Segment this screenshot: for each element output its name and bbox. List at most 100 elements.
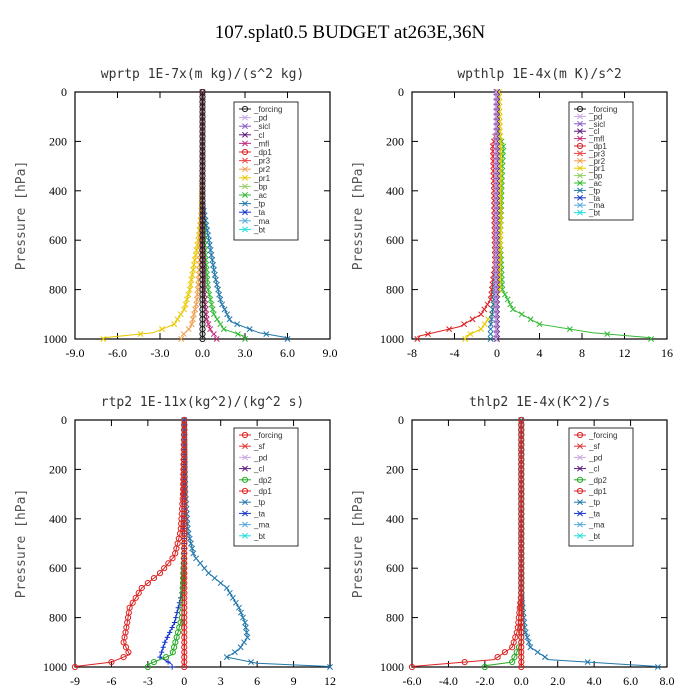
legend-label: _pr3 bbox=[588, 149, 606, 158]
y-tick-label: 0 bbox=[61, 85, 67, 99]
data-point bbox=[492, 89, 499, 95]
data-point bbox=[524, 634, 531, 641]
data-point bbox=[122, 644, 130, 651]
legend-label: _sf bbox=[253, 442, 265, 451]
y-tick-label: 600 bbox=[386, 233, 404, 247]
data-point bbox=[189, 545, 196, 552]
data-point bbox=[492, 202, 499, 209]
data-point bbox=[327, 664, 333, 670]
data-point bbox=[244, 634, 251, 641]
chart-title-thlp2: thlp2 1E-4x(K^2)/s bbox=[469, 395, 610, 410]
data-point bbox=[181, 306, 188, 313]
data-point bbox=[159, 326, 165, 333]
series-wprtp_pr1 bbox=[100, 89, 206, 342]
data-point bbox=[534, 649, 541, 656]
series-thlp2_dp1 bbox=[408, 416, 525, 671]
chart-wprtp: wprtp 1E-7x(m kg)/(s^2 kg) Pressure [hPa]… bbox=[14, 67, 338, 360]
data-point bbox=[478, 311, 485, 318]
data-point bbox=[223, 585, 230, 591]
legend-box bbox=[568, 427, 634, 547]
legend-label: _pr1 bbox=[253, 174, 271, 183]
data-point bbox=[492, 217, 499, 224]
legend-label: _sicl bbox=[588, 120, 605, 129]
legend-label: _dp1 bbox=[253, 148, 272, 157]
data-point bbox=[494, 222, 500, 229]
legend-wprtp: _forcing_pd_sicl_cl_mfl_dp1_pr3_pr2_pr1_… bbox=[233, 101, 299, 241]
data-point bbox=[240, 614, 246, 621]
x-tick-label: 9.0 bbox=[323, 346, 338, 360]
x-tick-label: 6.0 bbox=[280, 346, 295, 360]
data-point bbox=[190, 266, 197, 273]
data-point bbox=[492, 291, 499, 298]
data-point bbox=[160, 644, 166, 650]
data-point bbox=[243, 629, 250, 636]
data-point bbox=[494, 286, 500, 293]
data-point bbox=[654, 664, 661, 670]
legend-label: _forcing bbox=[253, 105, 282, 114]
data-point bbox=[199, 335, 206, 343]
data-point bbox=[215, 286, 222, 293]
chart-thlp2: thlp2 1E-4x(K^2)/s Pressure [hPa] -6.0 -4.0… bbox=[351, 395, 675, 688]
data-point bbox=[212, 276, 219, 283]
data-point bbox=[205, 321, 212, 328]
data-point bbox=[509, 306, 516, 313]
series-rtp2_ta bbox=[157, 417, 187, 670]
y-tick-label: 400 bbox=[49, 184, 67, 198]
data-point bbox=[492, 252, 499, 258]
data-point bbox=[135, 589, 142, 597]
x-tick-label: 0 bbox=[494, 346, 500, 360]
data-point bbox=[494, 138, 500, 145]
legend-marker bbox=[577, 135, 583, 142]
series-line bbox=[74, 419, 185, 667]
y-tick-label: 600 bbox=[49, 561, 67, 575]
legend-label: _mfl bbox=[588, 135, 604, 144]
data-point bbox=[120, 654, 127, 661]
legend-label: _tp bbox=[588, 186, 601, 195]
x-tick-label: 8.0 bbox=[660, 674, 675, 688]
series-wpthlp_pd bbox=[492, 89, 499, 342]
data-point bbox=[492, 103, 499, 110]
legend-marker bbox=[577, 172, 583, 179]
data-point bbox=[284, 336, 291, 342]
legend-label: _ma bbox=[588, 201, 605, 210]
data-point bbox=[210, 331, 217, 338]
legend-label: _ta bbox=[253, 509, 266, 518]
data-point bbox=[213, 336, 220, 342]
legend-box bbox=[233, 101, 299, 241]
legend-marker bbox=[241, 105, 249, 113]
data-point bbox=[499, 153, 506, 160]
data-point bbox=[509, 658, 516, 666]
legend-marker bbox=[576, 476, 584, 483]
legend-marker bbox=[242, 174, 248, 181]
data-point bbox=[191, 257, 198, 263]
x-tick-label: -6.0 bbox=[108, 346, 127, 360]
y-tick-label: 0 bbox=[398, 413, 404, 427]
legend-label: _bp bbox=[588, 172, 603, 181]
data-point bbox=[492, 128, 499, 135]
data-point bbox=[144, 579, 151, 587]
data-point bbox=[487, 336, 494, 342]
y-axis-label-wpthlp: Pressure [hPa] bbox=[351, 161, 366, 271]
data-point bbox=[174, 610, 180, 616]
figure-title: 107.splat0.5 BUDGET at263E,36N bbox=[214, 22, 486, 43]
data-point bbox=[205, 570, 212, 577]
data-point bbox=[167, 629, 173, 636]
data-point bbox=[492, 232, 499, 239]
data-point bbox=[494, 192, 500, 199]
legend-label: _dp1 bbox=[253, 487, 272, 496]
data-point bbox=[187, 281, 194, 288]
data-point bbox=[223, 654, 230, 661]
data-point bbox=[200, 266, 207, 273]
legend-wpthlp: _forcing_pd_sicl_cl_mfl_dp1_pr3_pr2_pr1_… bbox=[568, 101, 634, 221]
chart-title-wpthlp: wpthlp 1E-4x(m K)/s^2 bbox=[457, 67, 621, 82]
legend-marker bbox=[242, 532, 248, 539]
data-point bbox=[169, 624, 175, 631]
data-point bbox=[189, 271, 196, 278]
data-point bbox=[164, 634, 170, 640]
data-point bbox=[498, 202, 505, 209]
data-point bbox=[494, 93, 500, 100]
data-point bbox=[494, 98, 500, 105]
x-tick-label: 0.0 bbox=[514, 674, 529, 688]
legend-label: _forcing bbox=[588, 431, 617, 440]
